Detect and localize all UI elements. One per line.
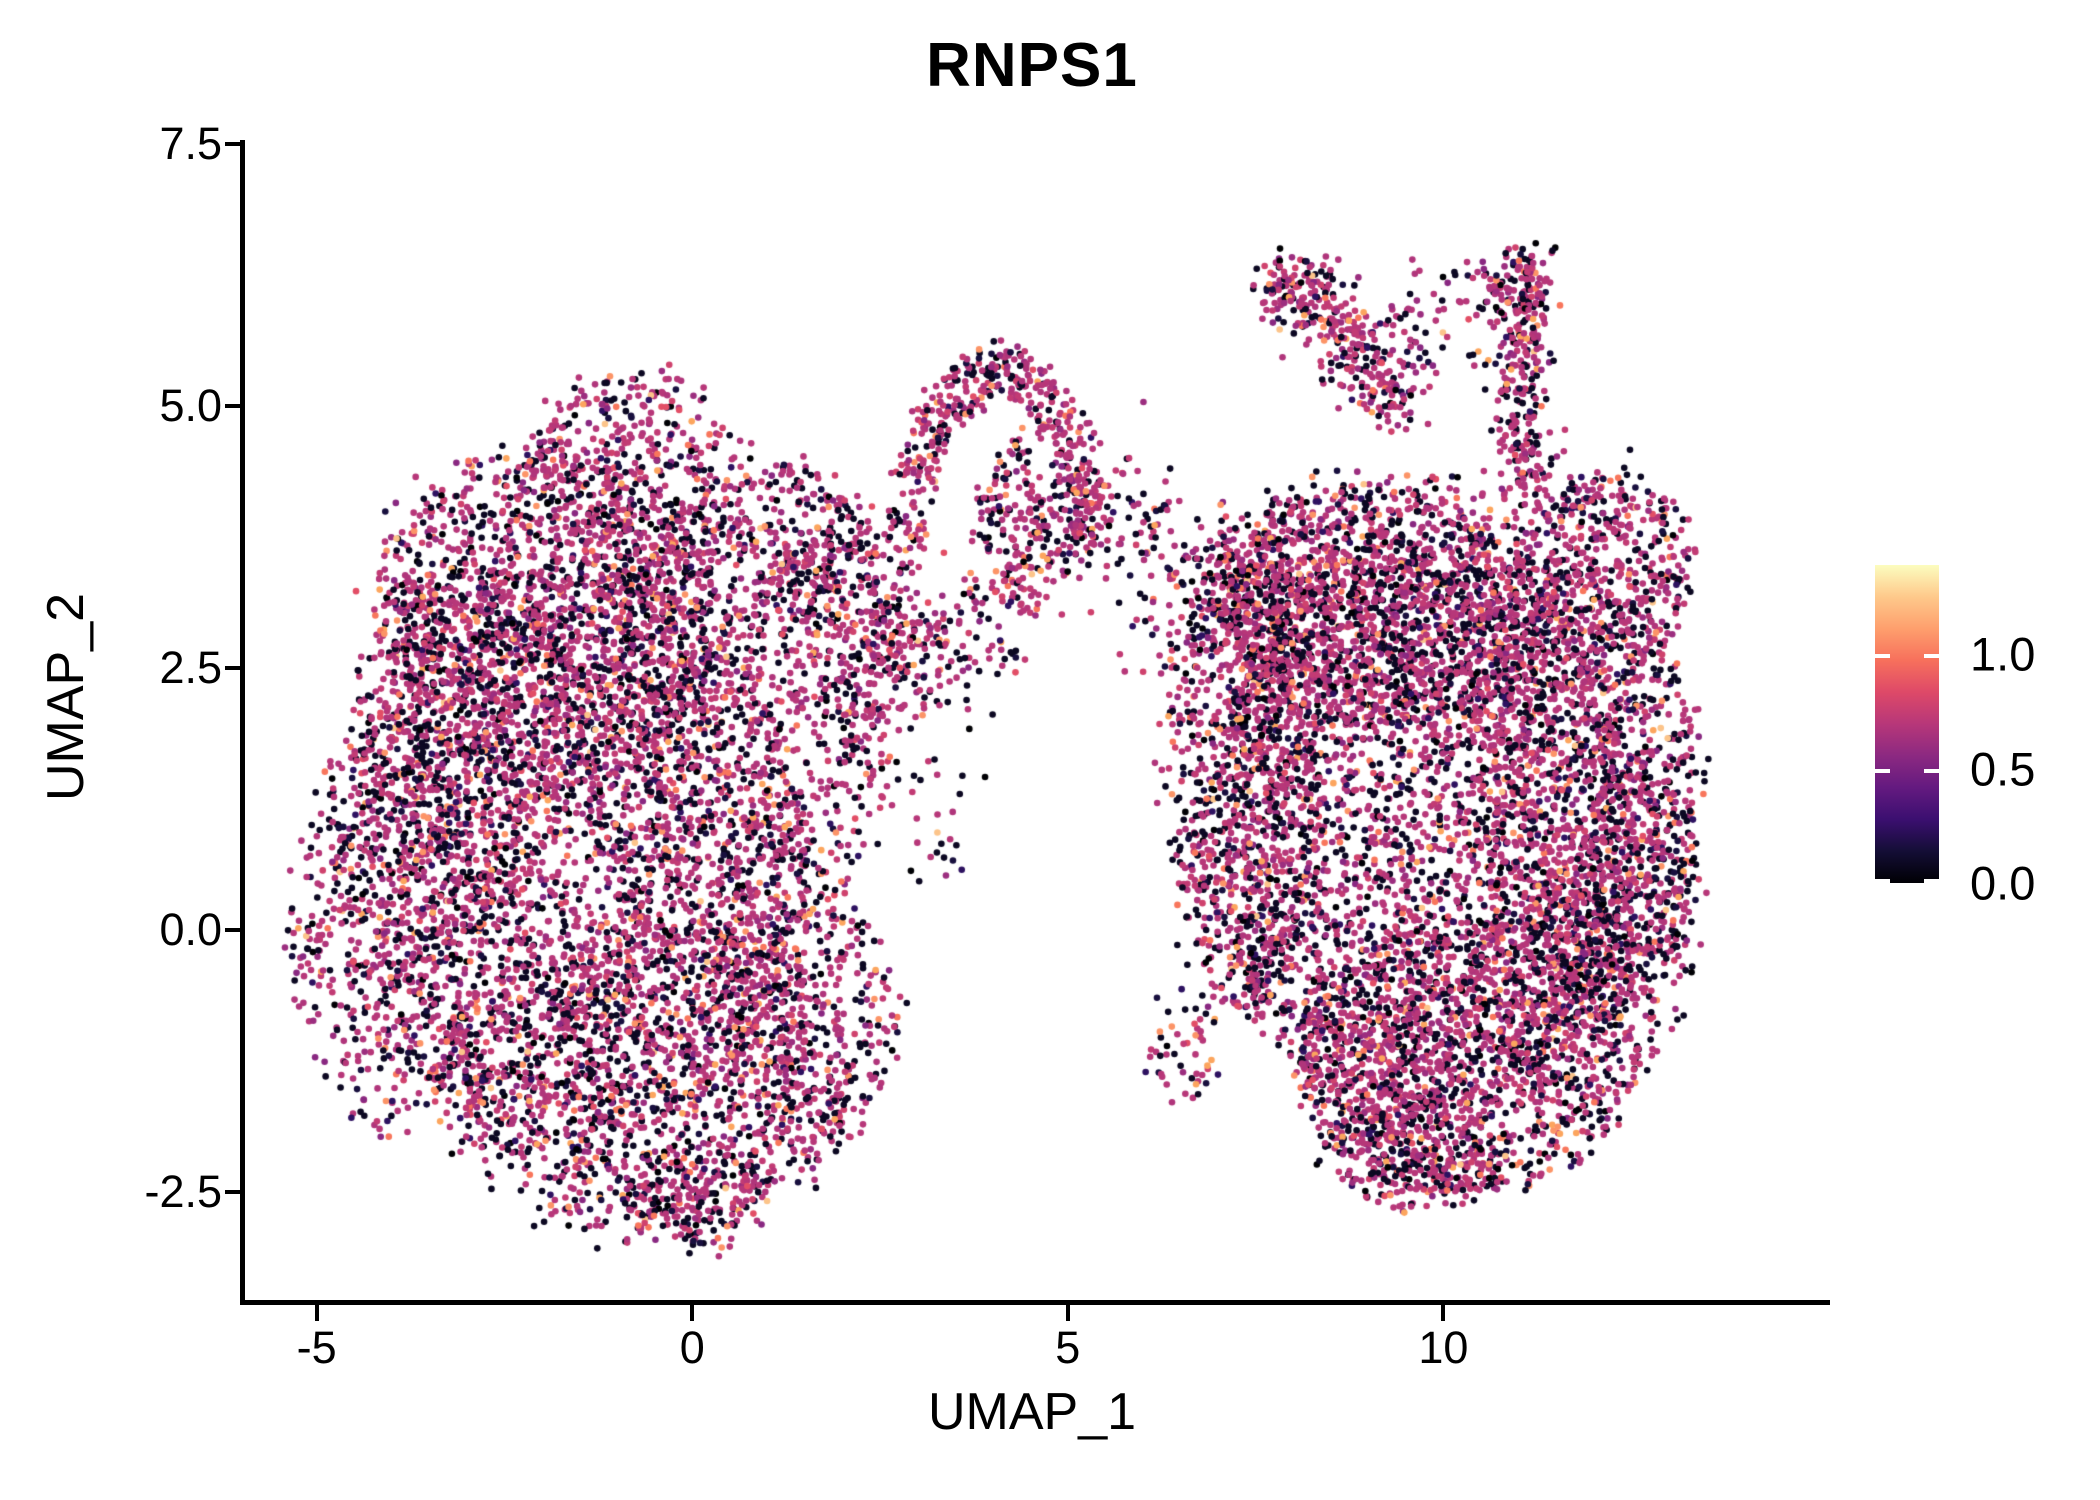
colorbar-tick-mark [1924,768,1939,773]
colorbar-tick-mark [1875,654,1890,659]
x-tick-label: 0 [679,1322,705,1373]
y-tick-mark [225,142,243,147]
y-tick-label: 2.5 [159,642,222,694]
x-tick-mark [690,1303,695,1321]
colorbar-tick-mark [1875,768,1890,773]
x-tick-mark [1065,1303,1070,1321]
y-tick-mark [225,666,243,671]
y-axis-line [240,140,245,1305]
colorbar-tick-mark [1924,654,1939,659]
x-tick-mark [1441,1303,1446,1321]
y-tick-label: -2.5 [144,1166,222,1218]
colorbar [1875,565,1939,883]
x-tick-label: 5 [1055,1322,1081,1373]
y-tick-mark [225,404,243,409]
colorbar-tick-mark [1924,879,1939,883]
y-tick-label: 5.0 [159,380,222,432]
x-axis-line [240,1300,1830,1305]
colorbar-tick-mark [1875,879,1890,883]
x-tick-label: -5 [296,1322,337,1373]
colorbar-tick-label: 0.0 [1970,856,2036,910]
x-tick-mark [314,1303,319,1321]
plot-title: RNPS1 [926,31,1138,100]
x-axis-title: UMAP_1 [927,1383,1137,1441]
y-axis-title: UMAP_2 [37,592,95,802]
x-tick-label: 10 [1418,1322,1469,1373]
y-tick-label: 7.5 [159,118,222,170]
colorbar-tick-label: 1.0 [1970,627,2036,681]
y-tick-label: 0.0 [159,904,222,956]
y-tick-mark [225,928,243,933]
colorbar-gradient [1875,565,1939,883]
y-tick-mark [225,1190,243,1195]
colorbar-tick-label: 0.5 [1970,742,2036,796]
